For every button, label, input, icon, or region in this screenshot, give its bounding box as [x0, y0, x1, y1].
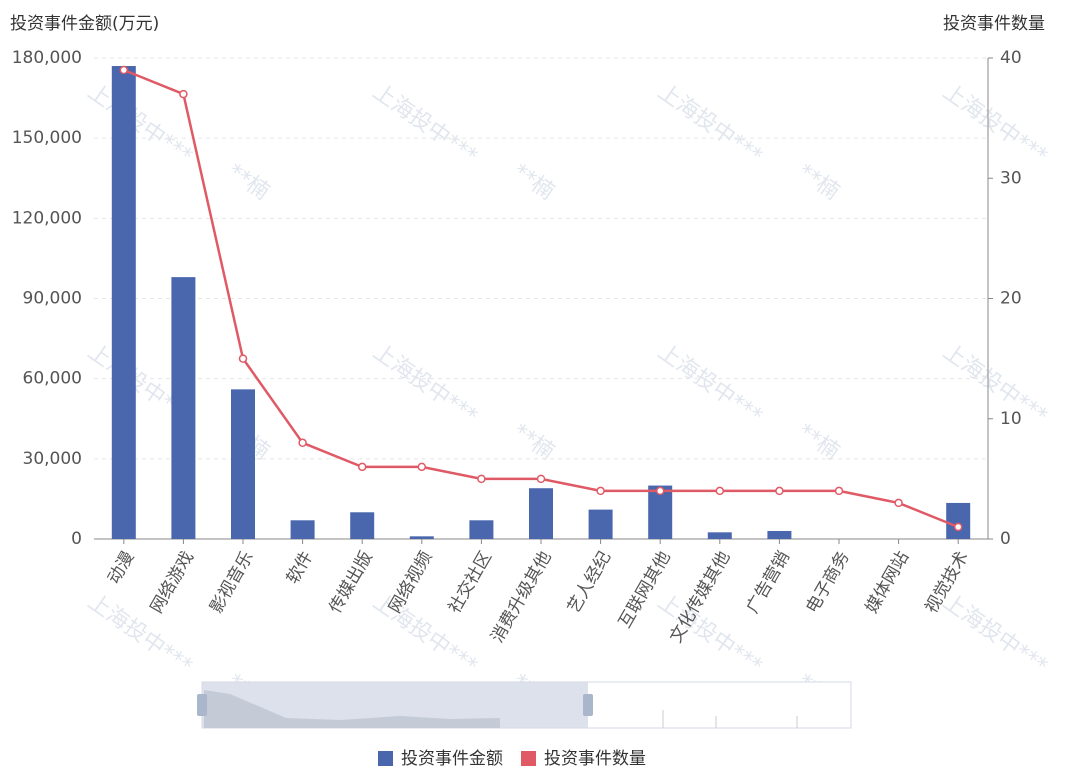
line-point — [417, 462, 427, 472]
line-point — [357, 462, 367, 472]
x-tick-label: 电子商务 — [802, 548, 853, 617]
watermark: 上海投中*** — [653, 79, 766, 169]
watermark: **楠 — [793, 419, 843, 465]
data-zoom[interactable] — [197, 681, 852, 729]
x-tick-label: 动漫 — [104, 548, 138, 587]
bar — [290, 520, 315, 539]
legend-label: 投资事件金额 — [401, 749, 503, 769]
line-point — [179, 89, 188, 99]
y-tick-label: 120,000 — [12, 208, 82, 228]
legend-swatch — [378, 751, 393, 766]
bar — [231, 389, 255, 539]
x-tick-label: 社交社区 — [445, 548, 496, 617]
bar — [946, 502, 971, 539]
line-point — [775, 486, 784, 496]
line-point — [834, 486, 844, 496]
bar — [409, 536, 434, 539]
watermark: 上海投中*** — [653, 339, 766, 429]
bar — [111, 66, 136, 540]
y-tick-label: 60,000 — [23, 369, 82, 389]
watermark: 上海投中*** — [83, 589, 196, 679]
x-tick-label: 互联网其他 — [615, 548, 675, 632]
watermark: **楠 — [793, 159, 843, 205]
x-tick-label: 网络游戏 — [147, 548, 198, 617]
legend-swatch — [521, 751, 536, 766]
x-tick-label: 网络视频 — [385, 548, 436, 617]
bar — [171, 277, 196, 539]
bar — [707, 532, 732, 539]
x-tick-label: 艺人经纪 — [564, 548, 615, 617]
y2-tick-label: 20 — [1000, 289, 1022, 309]
x-tick-label: 消费升级其他 — [487, 548, 555, 646]
line-point — [119, 65, 129, 75]
y2-tick-label: 0 — [1000, 529, 1011, 549]
line-point — [894, 498, 903, 508]
line-point — [477, 474, 486, 484]
y2-axis-title: 投资事件数量 — [943, 14, 1045, 34]
watermark: 上海投中*** — [368, 79, 481, 169]
line-point — [298, 438, 307, 448]
x-tick-label: 影视音乐 — [206, 548, 257, 617]
bar — [469, 520, 494, 539]
watermark: 上海投中*** — [368, 339, 481, 429]
x-tick-label: 媒体网站 — [862, 548, 913, 617]
y-tick-label: 30,000 — [23, 449, 82, 469]
line-point — [536, 474, 546, 484]
y2-tick-label: 30 — [1000, 168, 1022, 188]
y-tick-label: 0 — [71, 529, 82, 549]
x-tick-label: 软件 — [283, 548, 317, 587]
y-axis-title: 投资事件金额(万元) — [10, 14, 159, 34]
y-tick-label: 150,000 — [12, 128, 82, 148]
line-point — [715, 486, 725, 496]
x-tick-label: 传媒出版 — [326, 548, 377, 617]
bar — [529, 488, 553, 539]
y2-tick-label: 40 — [1000, 48, 1022, 68]
y-tick-label: 180,000 — [12, 48, 82, 68]
watermark: 上海投中*** — [938, 79, 1051, 169]
line-point — [655, 486, 665, 496]
watermark: 上海投中*** — [938, 589, 1051, 679]
watermark: 上海投中*** — [938, 339, 1051, 429]
y2-tick-label: 10 — [1000, 409, 1022, 429]
zoom-preview — [204, 690, 500, 728]
line-point — [596, 486, 605, 496]
bar — [767, 530, 792, 539]
zoom-handle[interactable] — [197, 694, 207, 716]
line-point — [238, 354, 248, 363]
line-point — [953, 522, 963, 532]
legend-label: 投资事件数量 — [544, 749, 646, 769]
watermark: **楠 — [508, 419, 558, 465]
watermark: **楠 — [223, 159, 273, 205]
watermark: **楠 — [508, 159, 558, 205]
zoom-handle[interactable] — [583, 694, 593, 716]
y-tick-label: 90,000 — [23, 289, 82, 309]
bar — [588, 509, 613, 539]
bar — [350, 512, 375, 539]
x-tick-label: 广告营销 — [743, 548, 794, 617]
